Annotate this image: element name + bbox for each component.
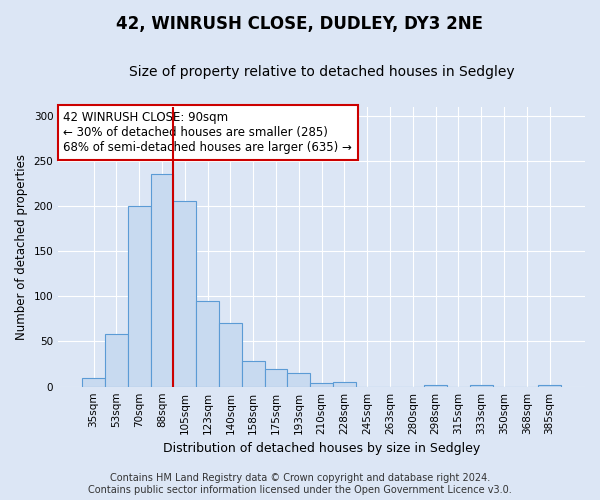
Text: Contains HM Land Registry data © Crown copyright and database right 2024.
Contai: Contains HM Land Registry data © Crown c… bbox=[88, 474, 512, 495]
Bar bbox=[196, 301, 219, 386]
Bar bbox=[242, 362, 265, 386]
X-axis label: Distribution of detached houses by size in Sedgley: Distribution of detached houses by size … bbox=[163, 442, 480, 455]
Y-axis label: Number of detached properties: Number of detached properties bbox=[15, 154, 28, 340]
Bar bbox=[287, 373, 310, 386]
Title: Size of property relative to detached houses in Sedgley: Size of property relative to detached ho… bbox=[129, 65, 514, 79]
Text: 42, WINRUSH CLOSE, DUDLEY, DY3 2NE: 42, WINRUSH CLOSE, DUDLEY, DY3 2NE bbox=[116, 15, 484, 33]
Bar bbox=[128, 206, 151, 386]
Bar bbox=[265, 368, 287, 386]
Bar bbox=[82, 378, 105, 386]
Bar bbox=[151, 174, 173, 386]
Bar bbox=[470, 385, 493, 386]
Bar bbox=[424, 385, 447, 386]
Bar bbox=[333, 382, 356, 386]
Text: 42 WINRUSH CLOSE: 90sqm
← 30% of detached houses are smaller (285)
68% of semi-d: 42 WINRUSH CLOSE: 90sqm ← 30% of detache… bbox=[64, 111, 352, 154]
Bar bbox=[538, 385, 561, 386]
Bar bbox=[310, 383, 333, 386]
Bar bbox=[105, 334, 128, 386]
Bar bbox=[173, 202, 196, 386]
Bar bbox=[219, 324, 242, 386]
